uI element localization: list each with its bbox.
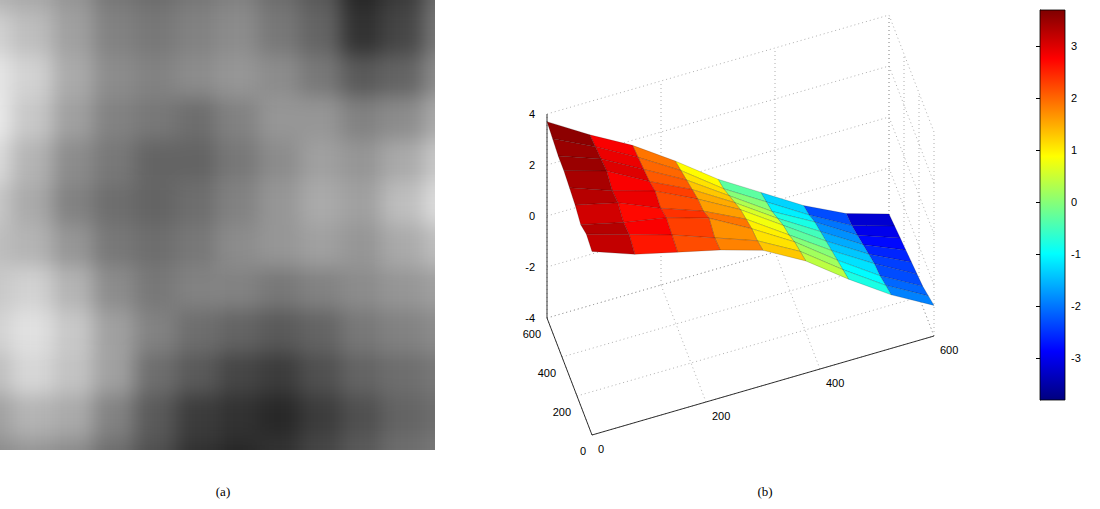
svg-text:-3: -3 (1071, 352, 1081, 364)
svg-text:2: 2 (1071, 92, 1077, 104)
svg-text:600: 600 (523, 328, 541, 340)
svg-text:2: 2 (529, 159, 535, 171)
svg-text:400: 400 (538, 367, 556, 379)
svg-text:3: 3 (1071, 40, 1077, 52)
svg-text:4: 4 (529, 108, 535, 120)
svg-text:-2: -2 (525, 261, 535, 273)
svg-text:400: 400 (826, 377, 844, 389)
svg-text:600: 600 (940, 344, 958, 356)
svg-text:0: 0 (1071, 196, 1077, 208)
svg-text:-4: -4 (525, 312, 535, 324)
svg-text:200: 200 (553, 406, 571, 418)
svg-text:(a): (a) (216, 484, 230, 499)
svg-text:1: 1 (1071, 144, 1077, 156)
svg-text:(b): (b) (757, 484, 772, 499)
svg-text:-2: -2 (1071, 300, 1081, 312)
svg-text:0: 0 (580, 445, 586, 457)
svg-text:0: 0 (529, 210, 535, 222)
svg-text:0: 0 (598, 443, 604, 455)
svg-text:-1: -1 (1071, 248, 1081, 260)
svg-text:200: 200 (712, 410, 730, 422)
